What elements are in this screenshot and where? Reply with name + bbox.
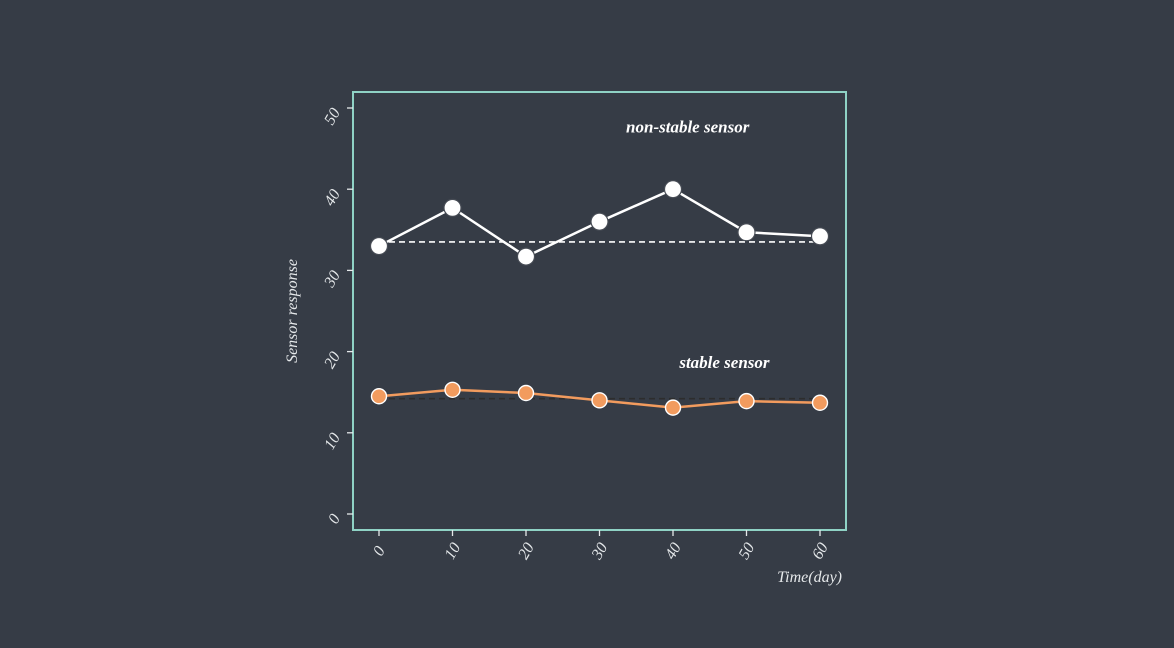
- chart-page: 010203040500102030405060Sensor responseT…: [0, 0, 1174, 648]
- series-marker: [739, 394, 754, 409]
- x-axis-title: Time(day): [777, 569, 842, 586]
- series-marker: [591, 213, 608, 230]
- series-marker: [813, 395, 828, 410]
- series-label: non-stable sensor: [626, 117, 750, 136]
- series-marker: [371, 238, 388, 255]
- series-marker: [444, 199, 461, 216]
- series-marker: [666, 400, 681, 415]
- sensor-response-chart: 010203040500102030405060Sensor responseT…: [0, 0, 1174, 648]
- series-marker: [445, 382, 460, 397]
- series-marker: [738, 224, 755, 241]
- series-marker: [519, 386, 534, 401]
- series-marker: [518, 248, 535, 265]
- series-label: stable sensor: [678, 353, 770, 372]
- series-marker: [592, 393, 607, 408]
- series-marker: [372, 389, 387, 404]
- y-axis-title: Sensor response: [284, 259, 301, 363]
- page-bg: [0, 0, 1174, 648]
- series-marker: [665, 181, 682, 198]
- series-marker: [812, 228, 829, 245]
